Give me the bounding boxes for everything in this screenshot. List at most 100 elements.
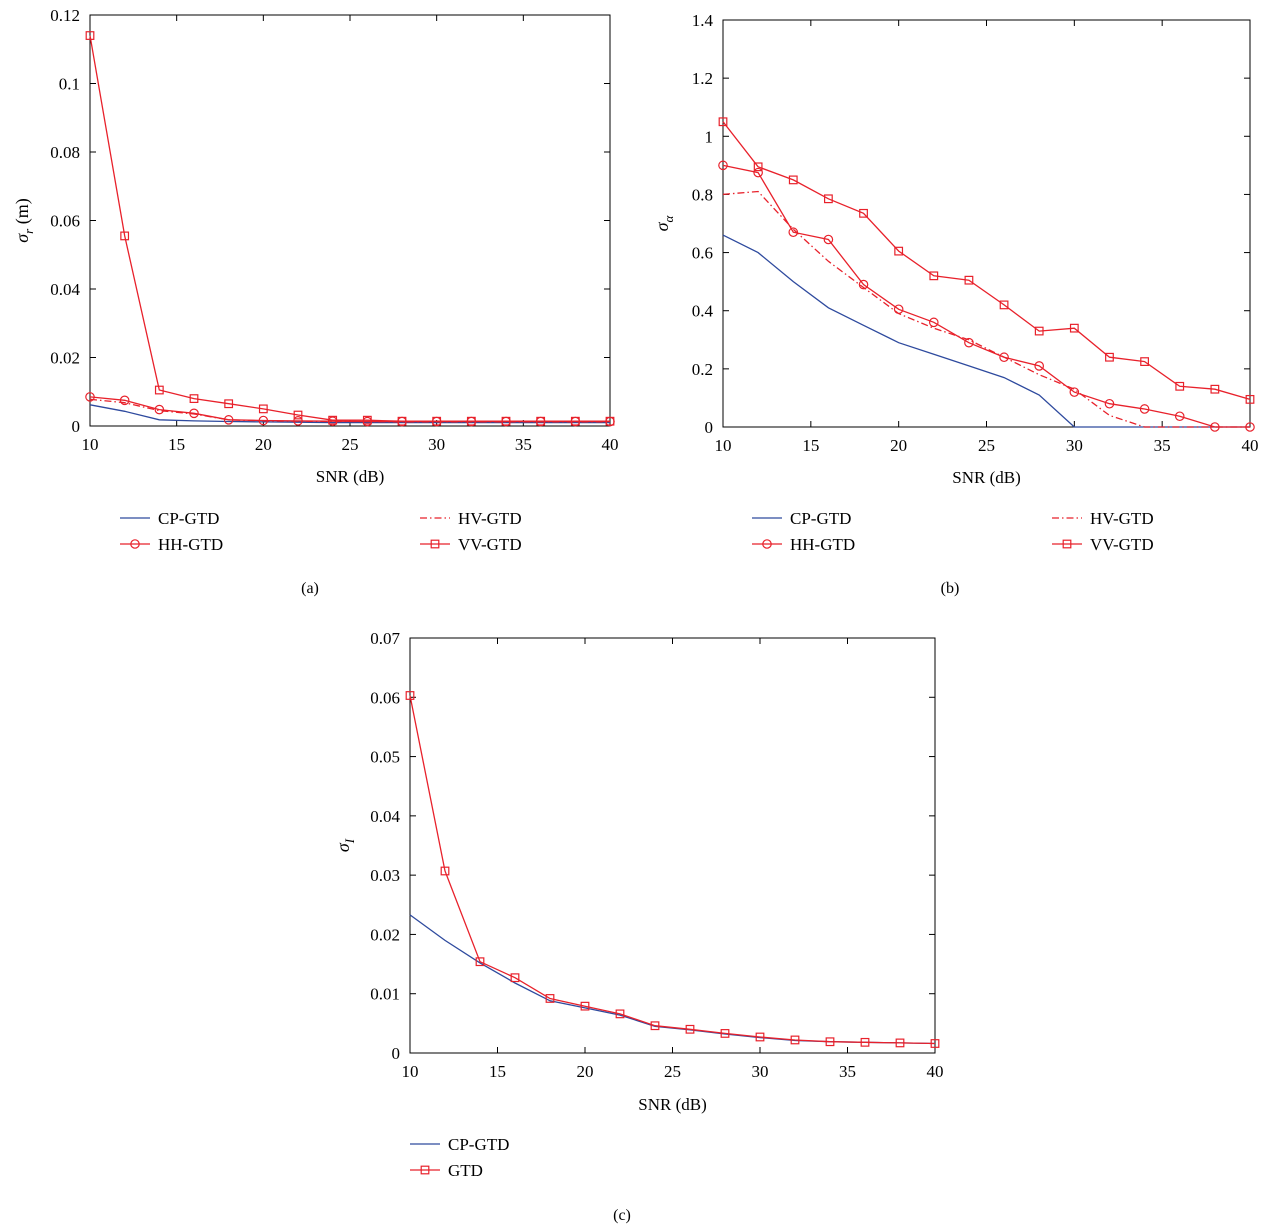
data-point [154,404,165,415]
x-tick-label: 25 [342,435,359,454]
chart-panel-3: 10 15 20 25 30 35 40 0 0.01 0.02 0.03 0.04 0.05 0.06 0… [333,629,944,1224]
x-tick-label: 20 [577,1062,594,1081]
x-tick-label: 30 [428,435,445,454]
data-point [859,208,868,218]
legend-label: HV-GTD [1090,509,1154,528]
chart-panel-2: 10 15 20 25 30 35 40 0 0.2 0.4 0.6 0.8 1 1.2 1.4 SNR (d… [652,11,1259,597]
data-point [154,385,164,395]
x-axis-label: SNR (dB) [952,468,1020,487]
data-point [405,691,415,700]
data-point [615,1009,625,1019]
plot-frame [89,14,611,427]
series-line-hh-gtd [722,164,1250,428]
data-point [753,167,763,178]
x-tick-label: 35 [515,435,532,454]
data-point [823,194,833,204]
y-tick-label: 0.05 [370,748,400,767]
data-point [189,408,199,419]
x-tick-label: 40 [927,1062,944,1081]
data-point [501,416,511,426]
x-tick-label: 30 [752,1062,769,1081]
series-line-cp-gtd [89,404,610,424]
data-point [650,1021,660,1031]
panel-label: (c) [613,1207,631,1224]
data-point [580,1001,590,1011]
data-point [1175,381,1185,391]
x-tick-label: 20 [890,436,907,455]
data-point [258,415,269,426]
data-point [860,1037,870,1047]
data-point [1140,357,1150,366]
legend-item-hh-gtd: HH-GTD [752,535,855,554]
series-hh-gtd [718,160,1255,432]
data-point [788,175,798,185]
data-point [1034,361,1044,371]
series-cp-gtd [409,914,936,1045]
data-point [224,399,234,409]
x-tick-label: 35 [839,1062,856,1081]
legend-item-gtd: GTD [410,1161,483,1180]
x-tick-label: 10 [402,1062,419,1081]
legend-item-cp-gtd: CP-GTD [120,509,219,528]
data-point [788,227,799,238]
legend-label: CP-GTD [448,1135,509,1154]
y-tick-label: 0.4 [692,302,714,321]
data-point [223,415,234,425]
data-point [536,416,546,426]
legend-item-cp-gtd: CP-GTD [752,509,851,528]
data-point [545,994,555,1003]
legend: CP-GTD HV-GTD HH-GTD VV-GTD [752,509,1154,554]
legend-item-hv-gtd: HV-GTD [420,509,522,528]
data-point [825,1037,835,1047]
data-point [432,416,442,426]
data-point [510,973,520,983]
x-tick-label: 15 [489,1062,506,1081]
legend-item-cp-gtd: CP-GTD [410,1135,509,1154]
y-tick-label: 0.1 [59,75,80,94]
legend-marker [430,539,440,549]
y-tick-label: 0.02 [370,925,400,944]
data-point [928,317,939,328]
y-tick-label: 0 [705,418,714,437]
data-point [1069,323,1079,333]
y-tick-label: 0.06 [50,212,80,231]
legend-marker [130,539,140,549]
legend-label: VV-GTD [458,535,522,554]
y-tick-label: 0.01 [370,985,400,1004]
legend-item-vv-gtd: VV-GTD [1052,535,1154,554]
panel-label: (a) [301,580,319,597]
legend-marker [420,1165,430,1175]
chart-panel-1: 10 15 20 25 30 35 40 0 0.02 0.04 0.06 0.08 0.1 0.12 SN… [12,6,619,597]
series-line-cp-gtd [409,914,936,1045]
legend-item-hv-gtd: HV-GTD [1052,509,1154,528]
data-point [755,1032,765,1042]
legend-item-vv-gtd: VV-GTD [420,535,522,554]
data-point [753,162,763,172]
y-tick-label: 0.08 [50,143,80,162]
x-tick-label: 40 [602,435,619,454]
data-point [570,416,580,426]
y-tick-label: 0 [392,1044,401,1063]
legend-label: VV-GTD [1090,535,1154,554]
y-tick-label: 0.04 [50,280,80,299]
legend-label: HV-GTD [458,509,522,528]
data-point [85,31,95,40]
data-point [720,1029,730,1038]
x-tick-label: 10 [82,435,99,454]
legend: CP-GTD HV-GTD HH-GTD VV-GTD [120,509,522,554]
y-tick-label: 0.07 [370,629,400,648]
data-point [858,279,869,290]
data-point [189,394,199,403]
y-tick-label: 0.03 [370,866,400,885]
data-point [1104,398,1115,409]
series-vv-gtd [718,117,1255,404]
data-point [119,395,130,406]
plot-frame [409,637,936,1054]
data-point [999,352,1009,363]
y-tick-label: 0.06 [370,688,400,707]
data-point [1245,422,1255,432]
data-point [823,234,834,245]
data-point [999,300,1009,310]
x-tick-label: 15 [802,436,819,455]
data-point [894,246,904,256]
